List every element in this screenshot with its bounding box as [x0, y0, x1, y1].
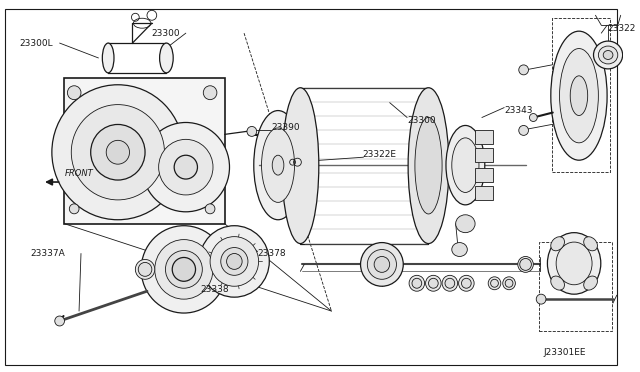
Ellipse shape	[282, 88, 319, 244]
Circle shape	[205, 204, 215, 214]
Text: 23343: 23343	[504, 106, 532, 115]
Ellipse shape	[551, 276, 564, 290]
Ellipse shape	[556, 242, 592, 285]
Circle shape	[52, 85, 184, 220]
Circle shape	[172, 257, 196, 281]
Ellipse shape	[456, 215, 475, 232]
Ellipse shape	[155, 240, 213, 299]
Ellipse shape	[584, 237, 597, 251]
Ellipse shape	[593, 41, 623, 69]
Ellipse shape	[604, 51, 613, 60]
Ellipse shape	[165, 250, 202, 288]
Ellipse shape	[584, 276, 597, 290]
Ellipse shape	[367, 250, 396, 279]
Circle shape	[138, 262, 152, 276]
Text: FRONT: FRONT	[65, 169, 93, 178]
Ellipse shape	[598, 46, 618, 64]
Ellipse shape	[446, 125, 484, 205]
Ellipse shape	[551, 237, 564, 251]
Circle shape	[67, 86, 81, 100]
Text: 23337A: 23337A	[31, 249, 65, 258]
Ellipse shape	[408, 88, 449, 244]
Text: 23322E: 23322E	[362, 150, 397, 159]
Ellipse shape	[452, 243, 467, 256]
Circle shape	[519, 125, 529, 135]
Ellipse shape	[200, 226, 269, 297]
Circle shape	[69, 204, 79, 214]
Ellipse shape	[426, 275, 441, 291]
Ellipse shape	[551, 31, 607, 160]
Polygon shape	[65, 78, 225, 224]
Circle shape	[227, 253, 242, 269]
Ellipse shape	[272, 155, 284, 175]
Ellipse shape	[442, 275, 458, 291]
Circle shape	[55, 316, 65, 326]
Circle shape	[529, 113, 537, 122]
Circle shape	[412, 278, 422, 288]
Ellipse shape	[459, 275, 474, 291]
Ellipse shape	[221, 247, 248, 275]
Text: 23300L: 23300L	[19, 39, 52, 48]
Ellipse shape	[409, 275, 424, 291]
Circle shape	[536, 294, 546, 304]
Circle shape	[445, 278, 454, 288]
Circle shape	[159, 140, 213, 195]
Bar	[475, 148, 493, 162]
Ellipse shape	[254, 110, 302, 220]
Bar	[475, 131, 493, 144]
Circle shape	[204, 86, 217, 100]
Circle shape	[91, 125, 145, 180]
Bar	[475, 186, 493, 200]
Ellipse shape	[518, 256, 533, 272]
Ellipse shape	[488, 277, 501, 290]
Ellipse shape	[159, 43, 173, 73]
Text: J23301EE: J23301EE	[543, 348, 586, 357]
Circle shape	[429, 278, 438, 288]
Circle shape	[374, 256, 390, 272]
Circle shape	[505, 279, 513, 287]
Circle shape	[519, 65, 529, 75]
Ellipse shape	[559, 48, 598, 143]
Ellipse shape	[547, 232, 601, 294]
Circle shape	[461, 278, 471, 288]
Circle shape	[520, 259, 531, 270]
Circle shape	[247, 126, 257, 137]
Circle shape	[142, 122, 230, 212]
Bar	[539, 241, 612, 331]
Ellipse shape	[360, 243, 403, 286]
Text: 23300: 23300	[407, 116, 436, 125]
Ellipse shape	[570, 76, 588, 116]
Ellipse shape	[415, 117, 442, 214]
Text: 23390: 23390	[271, 123, 300, 132]
Bar	[552, 18, 610, 172]
Ellipse shape	[503, 277, 515, 290]
Ellipse shape	[262, 128, 294, 202]
Bar	[475, 168, 493, 182]
Circle shape	[491, 279, 499, 287]
Circle shape	[106, 140, 129, 164]
Ellipse shape	[141, 226, 227, 313]
Ellipse shape	[102, 43, 114, 73]
Text: 23378: 23378	[258, 249, 286, 258]
Ellipse shape	[135, 259, 155, 279]
Circle shape	[174, 155, 198, 179]
Text: 23338: 23338	[200, 285, 229, 294]
Ellipse shape	[452, 138, 479, 192]
Ellipse shape	[210, 237, 259, 286]
Circle shape	[71, 105, 164, 200]
Text: 23322: 23322	[607, 24, 636, 33]
Text: 23300: 23300	[152, 29, 180, 38]
